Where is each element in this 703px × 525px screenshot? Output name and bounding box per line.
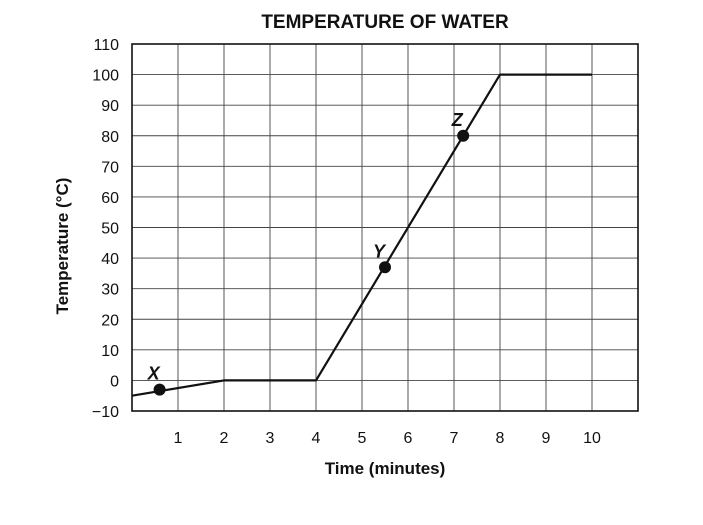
point-y-marker	[379, 261, 391, 274]
x-tick-label: 6	[404, 430, 413, 447]
y-tick-label: 110	[93, 37, 119, 54]
x-tick-label: 7	[450, 430, 459, 447]
y-tick-label: 20	[101, 312, 119, 329]
x-tick-label: 1	[174, 430, 183, 447]
x-tick-label: 3	[266, 430, 275, 447]
y-axis-label: Temperature (°C)	[53, 178, 72, 315]
x-tick-label: 2	[220, 430, 229, 447]
point-x-marker	[153, 383, 166, 396]
point-z-label: Z	[451, 110, 464, 130]
x-tick-label: 9	[542, 430, 551, 447]
plot-frame	[131, 43, 639, 412]
x-tick-label: 10	[583, 430, 601, 447]
series-line-0	[131, 73, 592, 397]
point-x-label: X	[147, 364, 161, 384]
chart-title: TEMPERATURE OF WATER	[261, 12, 509, 33]
y-tick-label: 70	[101, 159, 119, 176]
x-tick-labels: 1 2 3 4 5 6 7 8 9 10	[174, 430, 601, 447]
y-tick-label: 40	[101, 251, 119, 268]
y-tick-label: 80	[101, 129, 119, 146]
y-tick-label: 10	[101, 343, 119, 360]
x-tick-label: 5	[358, 430, 367, 447]
y-tick-labels: −10 0 10 20 30 40 50 60 70 80 90 100 110	[92, 37, 119, 421]
data-series	[131, 73, 592, 397]
y-tick-label: 30	[101, 282, 119, 299]
grid-lines	[132, 43, 638, 412]
y-tick-label: 50	[101, 221, 119, 238]
point-y-label: Y	[373, 241, 387, 261]
y-tick-label: −10	[92, 404, 119, 421]
x-tick-label: 8	[496, 430, 505, 447]
point-z-marker	[457, 129, 470, 142]
x-tick-label: 4	[312, 430, 321, 447]
marked-points: X Y Z	[147, 110, 470, 396]
x-axis-label: Time (minutes)	[325, 459, 446, 478]
y-tick-label: 90	[101, 98, 119, 115]
y-tick-label: 60	[101, 190, 119, 207]
y-tick-label: 100	[92, 68, 119, 85]
y-tick-label: 0	[110, 373, 119, 390]
